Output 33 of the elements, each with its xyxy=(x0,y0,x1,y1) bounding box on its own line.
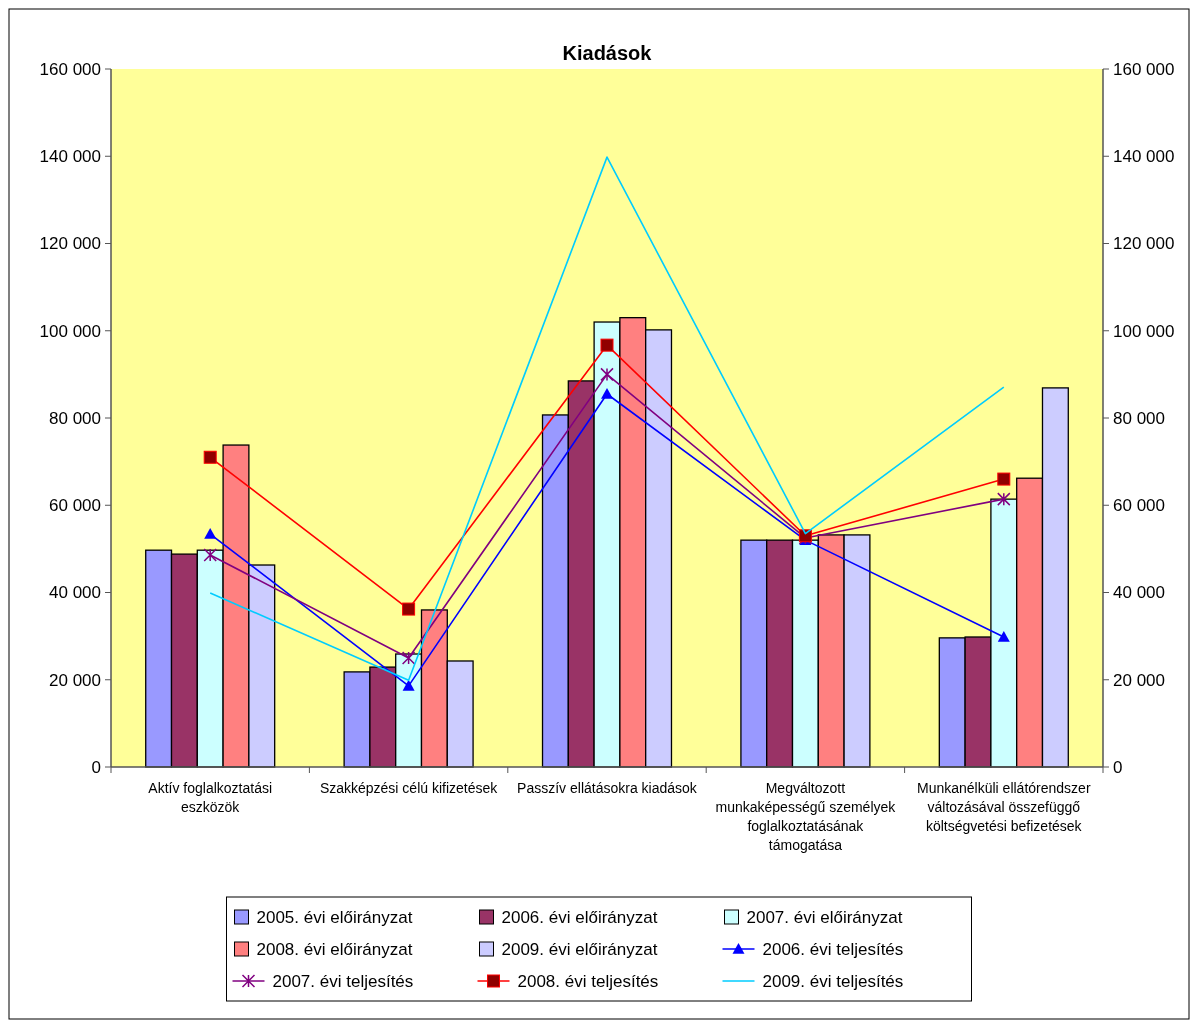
x-tick-label: Passzív ellátásokra kiadások xyxy=(517,780,698,796)
y-tick-label: 20 000 xyxy=(49,670,101,690)
legend-label: 2008. évi előirányzat xyxy=(256,939,413,959)
legend-label: 2007. évi előirányzat xyxy=(746,907,903,927)
y-tick-label: 160 000 xyxy=(39,59,101,79)
y-tick-label: 80 000 xyxy=(49,408,101,428)
legend-label: 2007. évi teljesítés xyxy=(272,971,414,991)
y-tick-label: 100 000 xyxy=(39,321,101,341)
y2-tick-label: 80 000 xyxy=(1113,408,1165,428)
x-tick-label: Szakképzési célú kifizetések xyxy=(319,780,499,796)
y2-tick-label: 120 000 xyxy=(1113,234,1175,254)
y2-tick-label: 140 000 xyxy=(1113,147,1175,167)
y2-tick-label: 100 000 xyxy=(1113,321,1175,341)
y2-tick-label: 60 000 xyxy=(1113,496,1165,516)
legend-label: 2006. évi teljesítés xyxy=(762,939,904,959)
chart-title: Kiadások xyxy=(562,42,653,64)
y2-tick-label: 0 xyxy=(1113,757,1123,777)
y2-tick-label: 40 000 xyxy=(1113,583,1165,603)
x-tick-label: Megváltozott munkaképességű személyek foglalkoztatásának támogatása xyxy=(715,780,897,853)
legend-label: 2005. évi előirányzat xyxy=(256,907,413,927)
y-tick-label: 60 000 xyxy=(49,496,101,516)
y2-tick-label: 20 000 xyxy=(1113,670,1165,690)
legend-label: 2009. évi teljesítés xyxy=(762,971,904,991)
x-tick-label: Aktív foglalkoztatási eszközök xyxy=(148,780,273,815)
legend-label: 2006. évi előirányzat xyxy=(501,907,658,927)
x-tick-label: Munkanélküli ellátórendszer változásával összefüggő költségvetési befizetések xyxy=(917,780,1091,834)
y2-tick-label: 160 000 xyxy=(1113,59,1175,79)
y-tick-label: 120 000 xyxy=(39,234,101,254)
y-tick-label: 140 000 xyxy=(39,147,101,167)
legend-label: 2009. évi előirányzat xyxy=(501,939,658,959)
y-tick-label: 40 000 xyxy=(49,583,101,603)
y-tick-label: 0 xyxy=(91,757,101,777)
legend-label: 2008. évi teljesítés xyxy=(517,971,659,991)
